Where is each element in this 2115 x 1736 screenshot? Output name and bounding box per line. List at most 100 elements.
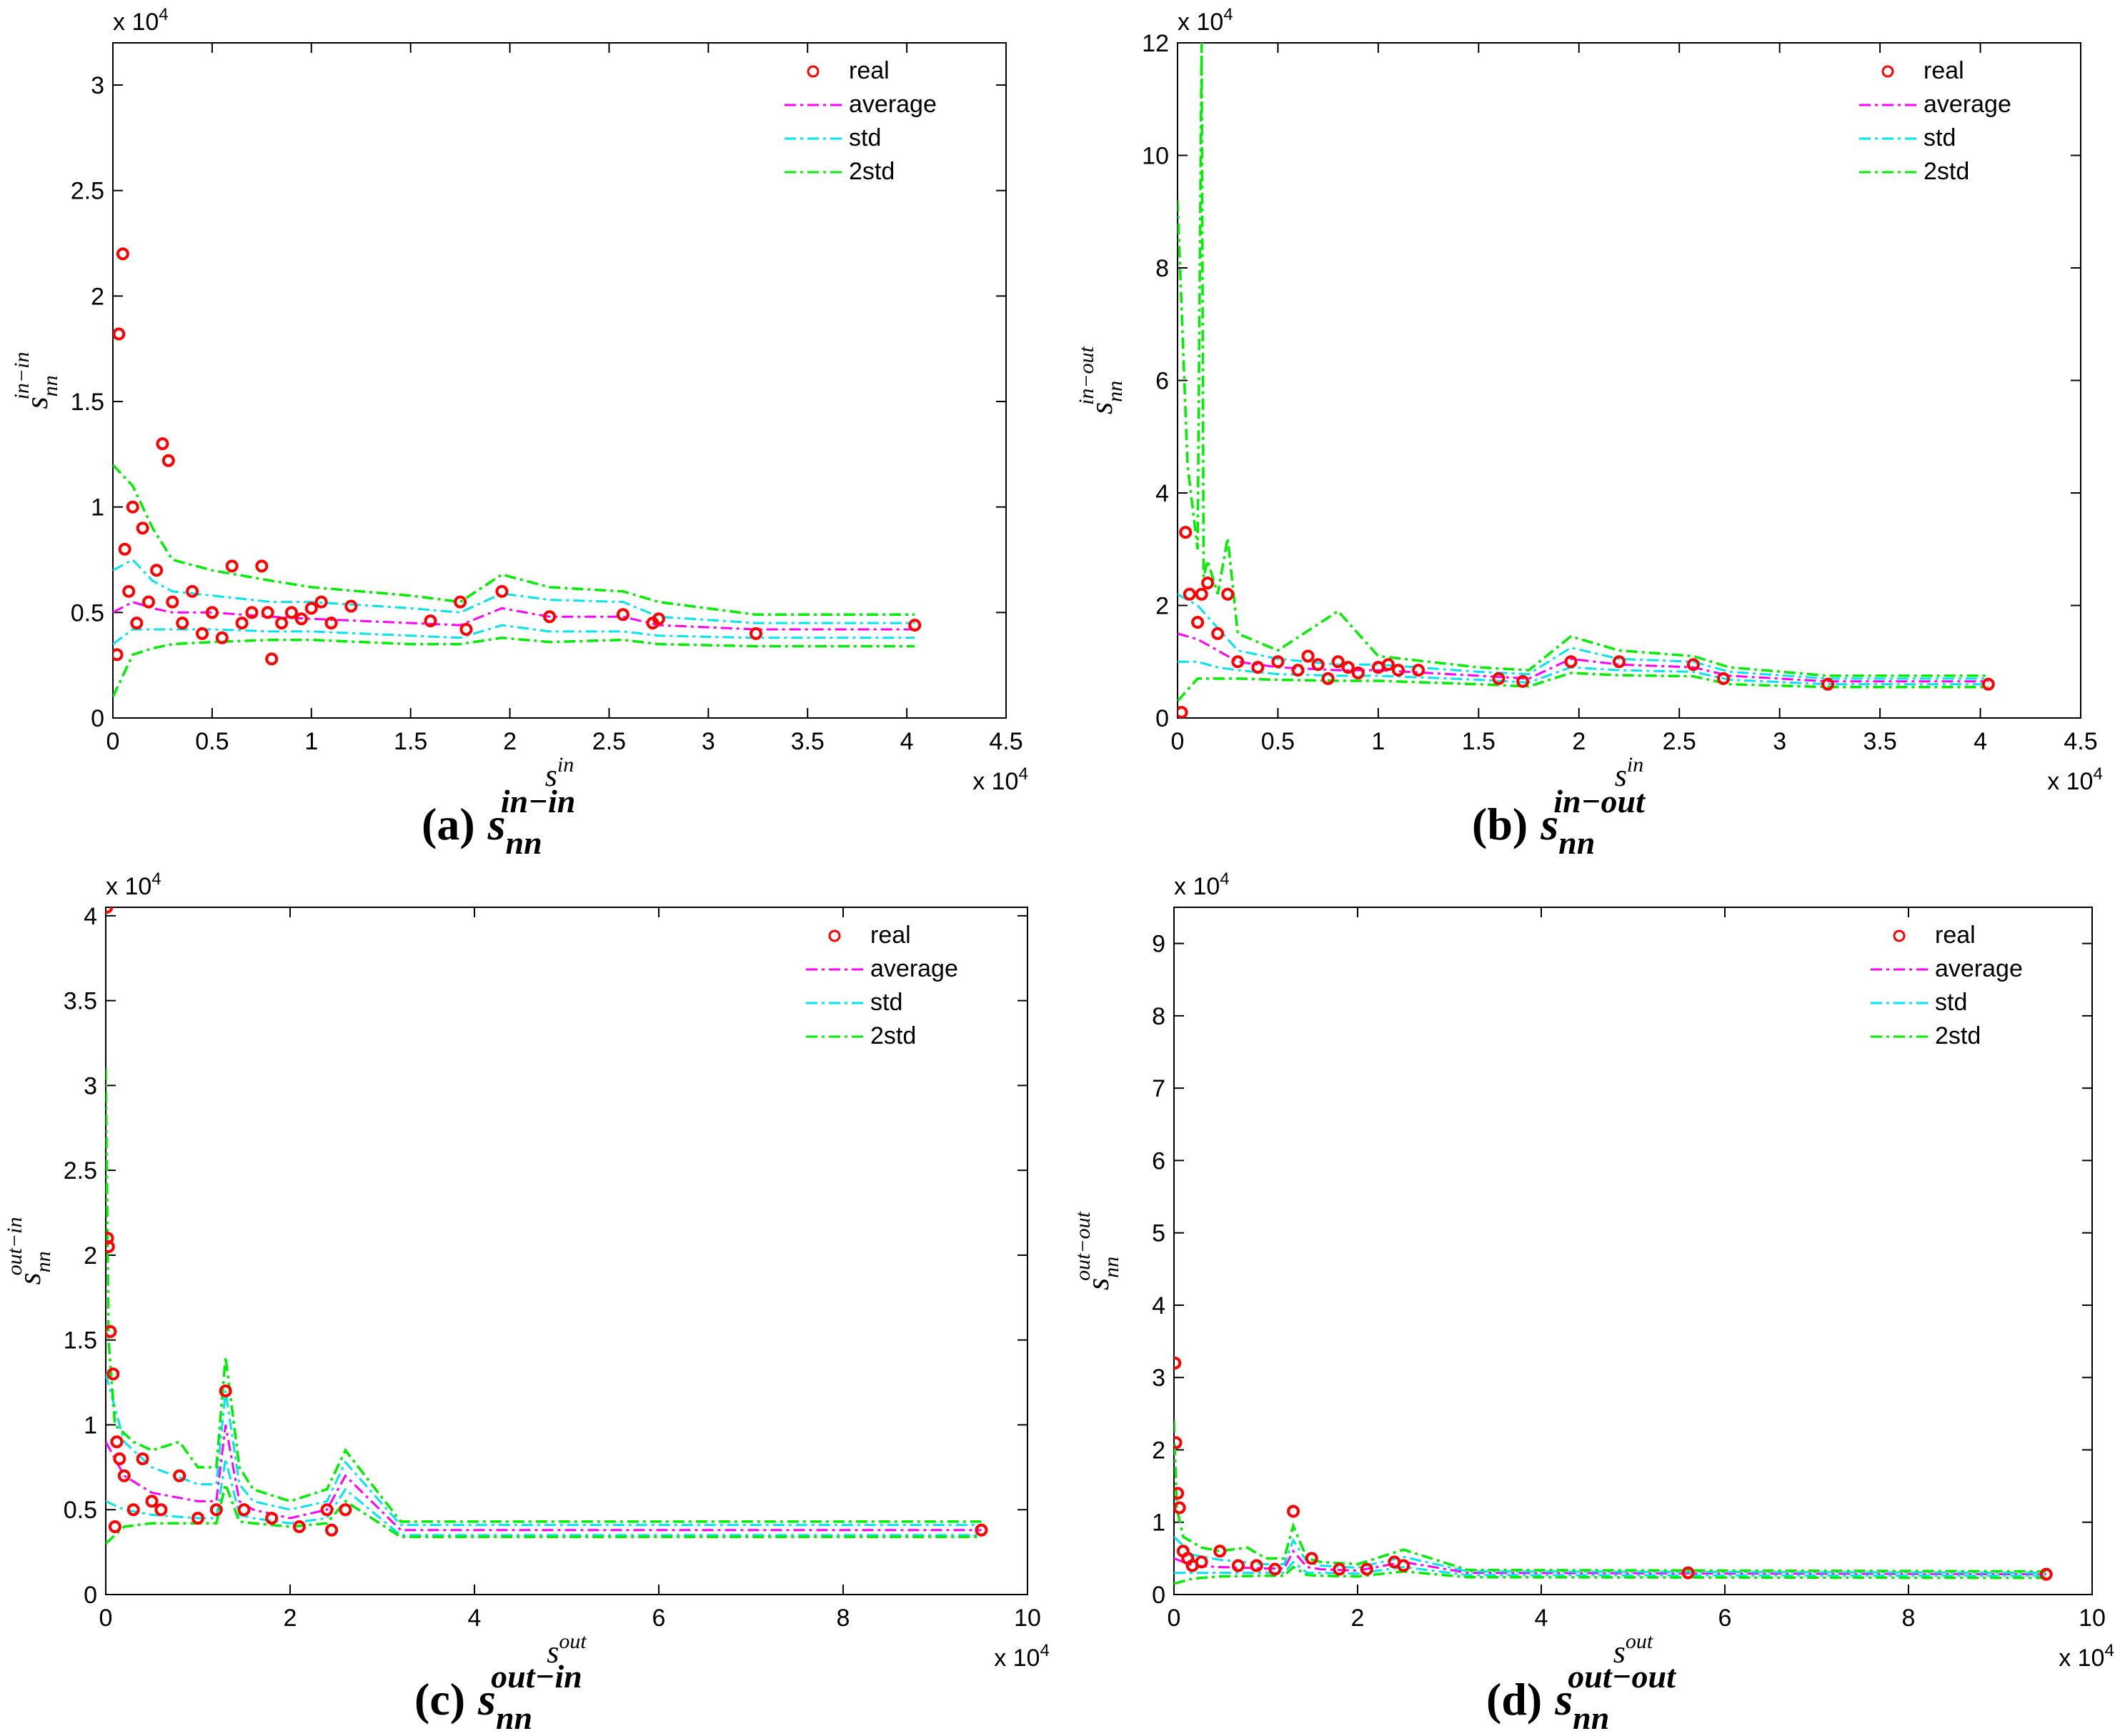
real-point xyxy=(1360,1562,1373,1576)
series-line-average xyxy=(106,1425,982,1532)
real-point xyxy=(1331,655,1345,669)
legend-label-std: std xyxy=(1935,989,1967,1016)
real-point xyxy=(292,1520,306,1533)
panel-caption: (a) snnin−in xyxy=(422,783,575,861)
real-point xyxy=(1612,655,1626,669)
real-point xyxy=(459,622,473,636)
y-tick-label: 5 xyxy=(1152,1220,1165,1247)
real-point xyxy=(118,542,131,556)
real-point xyxy=(325,1523,339,1537)
series-line-2std_upper xyxy=(113,464,915,617)
real-point xyxy=(344,599,358,613)
legend-marker-real xyxy=(1881,65,1894,78)
legend-marker-real xyxy=(807,65,820,78)
real-point xyxy=(1271,655,1285,669)
real-point xyxy=(2039,1567,2053,1581)
series-line-std_upper xyxy=(1174,1535,2046,1575)
real-point xyxy=(161,454,175,467)
y-tick-label: 10 xyxy=(1142,143,1169,170)
real-point xyxy=(1291,664,1305,677)
y-tick-label: 8 xyxy=(1155,255,1169,282)
y-tick-label: 1 xyxy=(1152,1510,1165,1537)
y-tick-label: 7 xyxy=(1152,1075,1165,1102)
plot-area xyxy=(1178,43,1995,718)
y-tick-label: 0 xyxy=(1155,705,1169,732)
real-point xyxy=(113,1452,126,1465)
real-point xyxy=(113,327,126,341)
real-point xyxy=(106,1367,120,1381)
x-tick-label: 8 xyxy=(1902,1605,1916,1632)
plot-frame xyxy=(1173,907,2093,1595)
real-point xyxy=(1305,1552,1318,1565)
x-tick-label: 2 xyxy=(1572,728,1586,755)
series-line-std_lower xyxy=(106,1458,982,1537)
real-point xyxy=(1174,1487,1185,1500)
y-tick-label: 0.5 xyxy=(71,599,104,627)
real-point xyxy=(116,247,129,261)
real-point xyxy=(108,1520,121,1533)
x-tick-label: 2.5 xyxy=(1663,728,1696,755)
y-tick-label: 6 xyxy=(1152,1147,1165,1174)
real-point xyxy=(126,1503,140,1517)
real-point xyxy=(1183,587,1196,601)
x-tick-label: 4 xyxy=(900,728,914,755)
real-point xyxy=(156,437,169,451)
real-point xyxy=(145,1495,159,1508)
series-line-2std_lower xyxy=(106,1480,982,1545)
real-point xyxy=(110,1435,124,1449)
real-point xyxy=(154,1503,168,1517)
real-point xyxy=(196,627,209,640)
series-line-average xyxy=(1178,632,1989,683)
real-point xyxy=(1381,658,1395,672)
real-point xyxy=(1717,672,1731,685)
y-tick-label: 3.5 xyxy=(64,988,97,1015)
real-point xyxy=(1213,1545,1227,1558)
real-point xyxy=(1301,649,1315,663)
real-point xyxy=(454,595,467,609)
y-tick-label: 3 xyxy=(1152,1365,1165,1392)
x-tick-label: 2.5 xyxy=(592,728,626,755)
y-tick-label: 0 xyxy=(84,1582,97,1609)
real-point xyxy=(1195,1555,1208,1569)
x-tick-label: 8 xyxy=(837,1605,850,1632)
legend-label-2std: 2std xyxy=(1924,158,1969,185)
legend: real average std 2std xyxy=(806,922,958,1049)
y-axis-label: snnin−out xyxy=(1075,346,1127,414)
legend-label-real: real xyxy=(1924,57,1964,84)
y-tick-label: 1.5 xyxy=(64,1327,97,1355)
x-tick-label: 4 xyxy=(468,1605,482,1632)
x-axis-label: sout xyxy=(547,1630,587,1670)
series-line-2std_lower xyxy=(113,637,915,698)
real-point xyxy=(320,1503,334,1517)
real-point xyxy=(1174,1356,1182,1370)
real-point xyxy=(142,595,155,609)
real-point xyxy=(1391,664,1405,677)
real-point xyxy=(1221,587,1235,601)
real-point xyxy=(225,559,239,573)
real-point xyxy=(1821,677,1835,691)
legend-marker-real xyxy=(828,929,841,942)
legend-label-average: average xyxy=(870,955,958,982)
real-point xyxy=(1231,1559,1245,1572)
real-point xyxy=(1397,1559,1410,1572)
y-exponent-label: x 104 xyxy=(1178,5,1233,36)
legend-label-real: real xyxy=(870,922,911,949)
real-point xyxy=(1174,1501,1186,1515)
y-tick-label: 2.5 xyxy=(64,1157,97,1184)
legend-label-real: real xyxy=(849,57,890,84)
legend-label-std: std xyxy=(870,989,902,1016)
series-line-2std_upper xyxy=(1174,1420,2046,1573)
real-point xyxy=(150,564,164,577)
real-point xyxy=(1211,627,1225,640)
y-tick-label: 9 xyxy=(1152,931,1165,958)
real-point xyxy=(1492,672,1506,685)
x-tick-label: 0 xyxy=(1168,1605,1181,1632)
real-point xyxy=(136,522,149,535)
real-point xyxy=(285,606,298,619)
legend-label-std: std xyxy=(849,124,881,151)
real-point xyxy=(261,606,274,619)
y-tick-label: 2 xyxy=(84,1242,97,1269)
y-tick-label: 2.5 xyxy=(71,178,104,205)
real-point xyxy=(314,595,328,609)
